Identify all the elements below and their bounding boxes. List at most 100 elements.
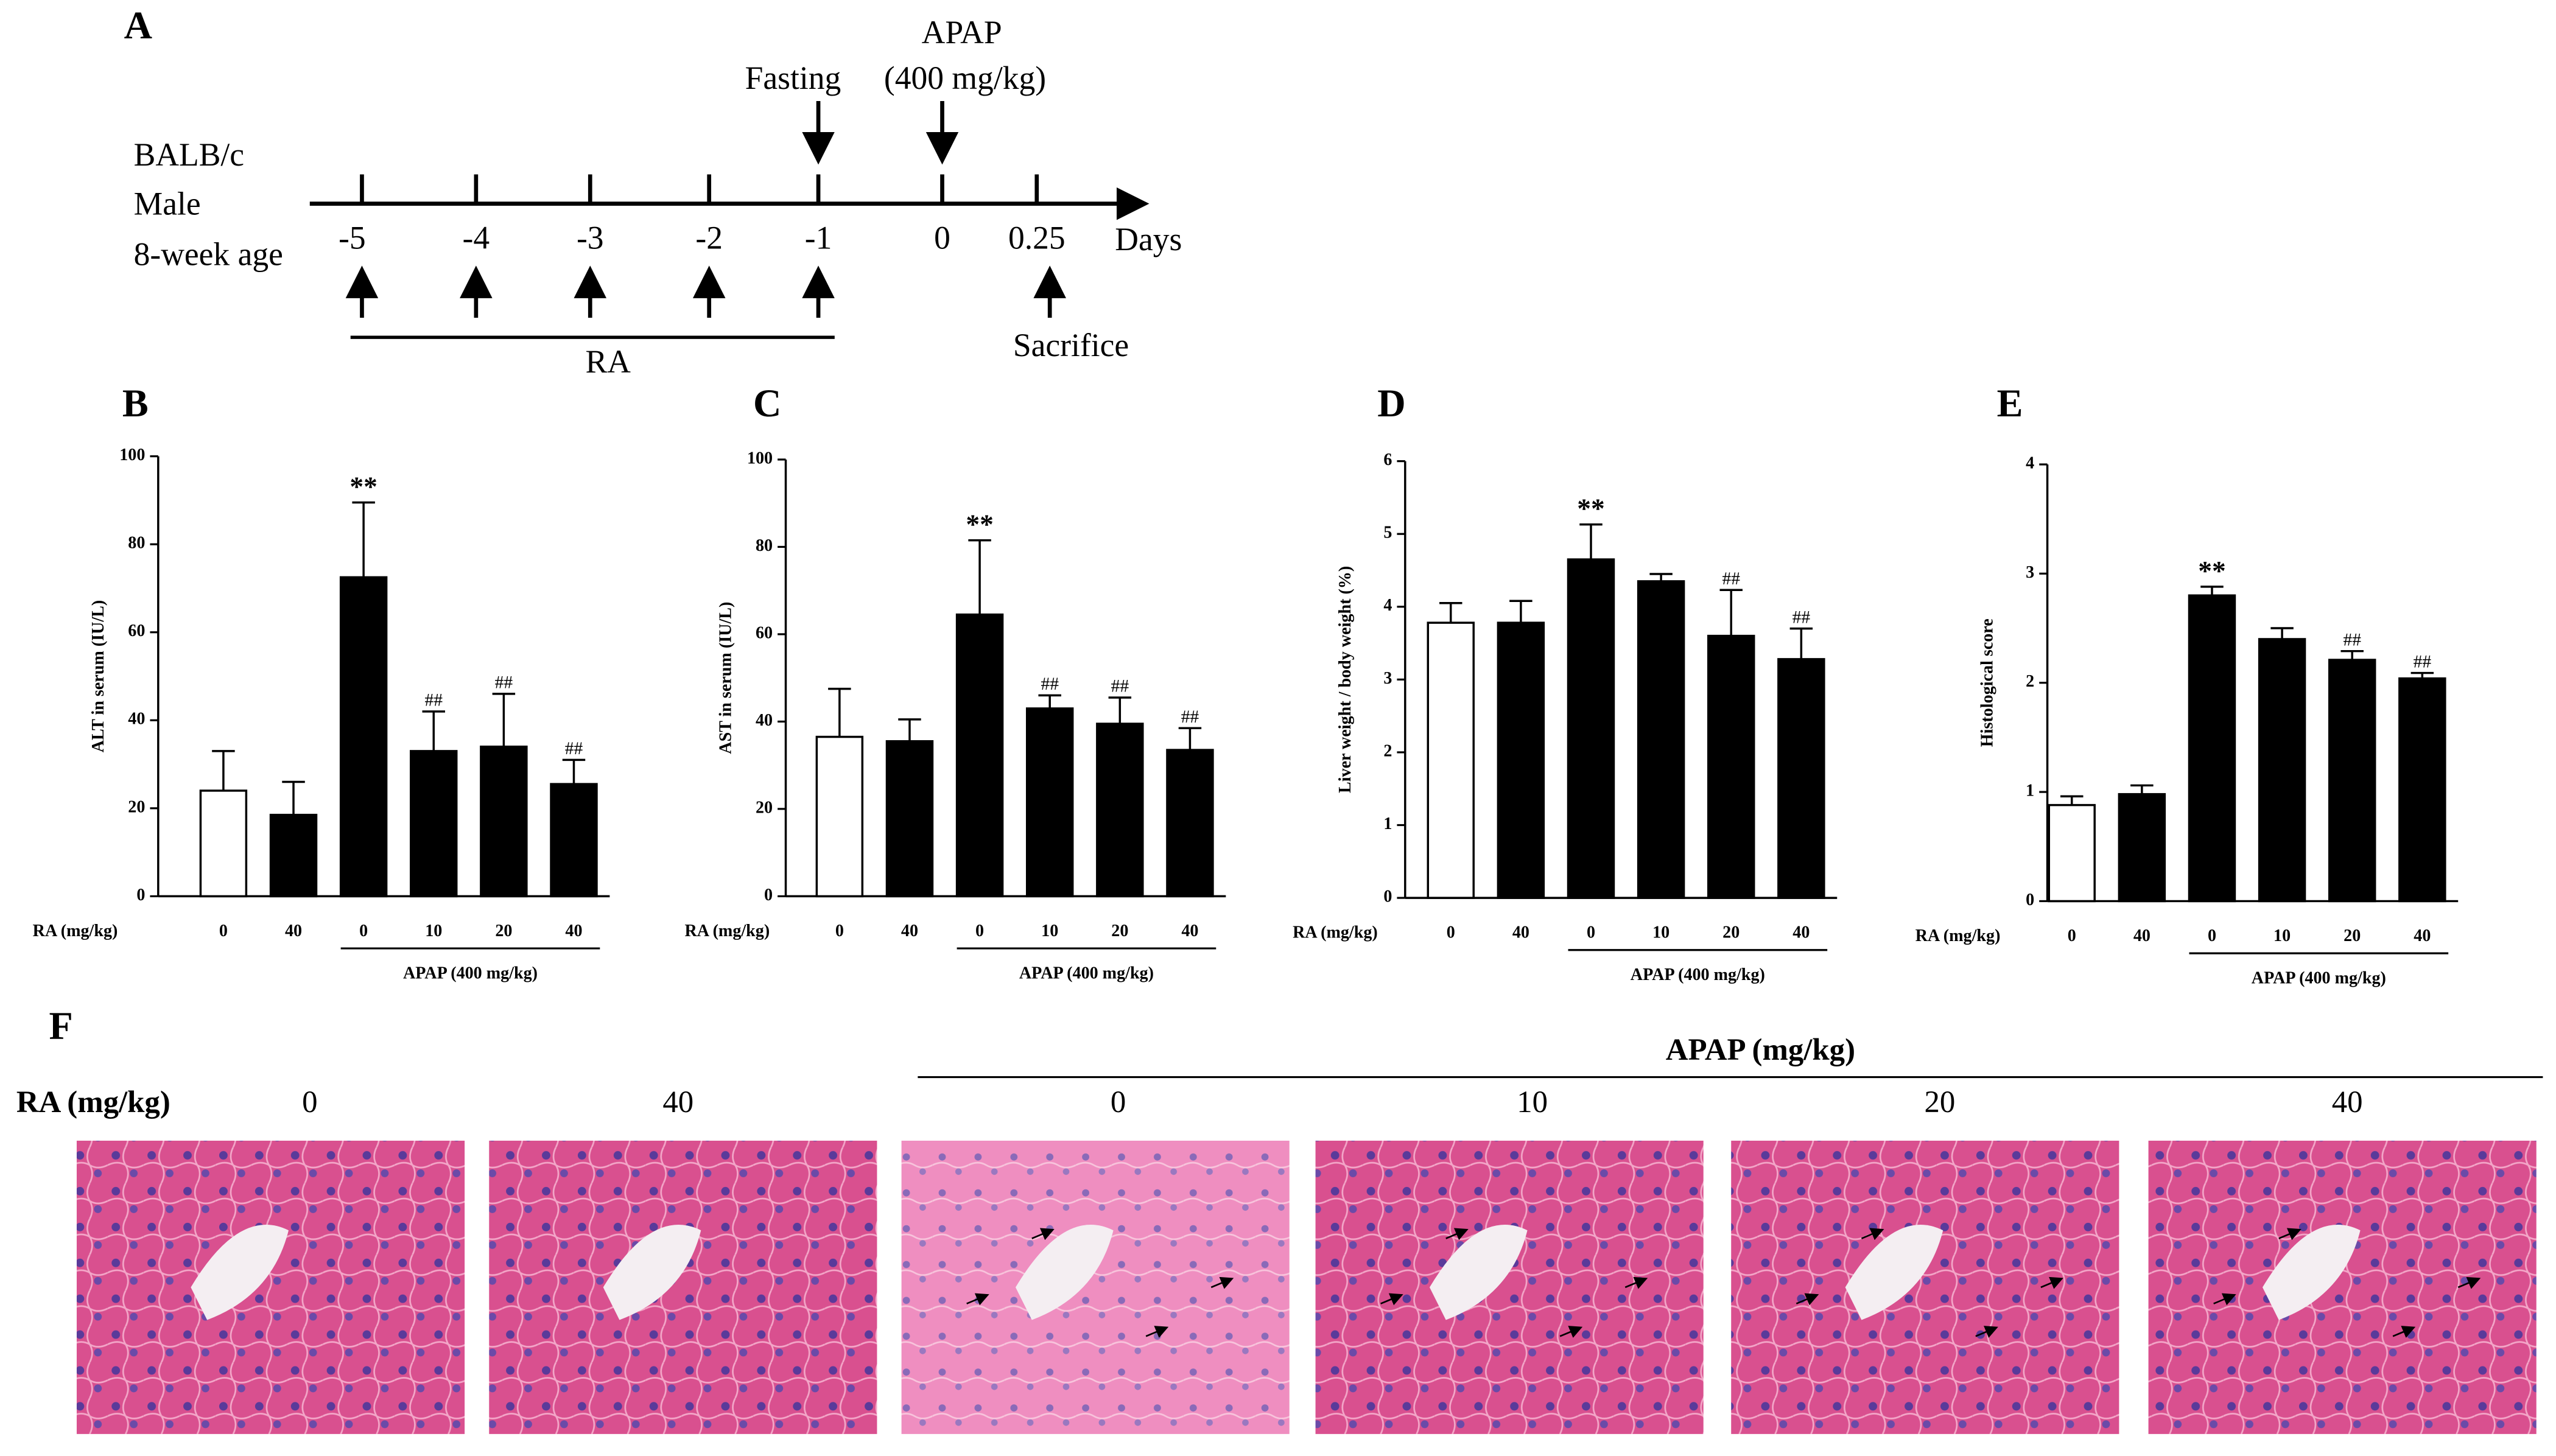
bar — [1777, 658, 1825, 899]
micrograph — [76, 1140, 465, 1434]
tick-label: -1 — [805, 219, 832, 256]
panel-label: B — [122, 382, 149, 425]
x-tick-label: 40 — [285, 922, 302, 940]
y-tick-label: 1 — [1383, 814, 1392, 833]
bar — [955, 613, 1004, 898]
bar — [2188, 594, 2236, 903]
micrograph — [489, 1140, 877, 1434]
x-tick-label: 40 — [1512, 923, 1529, 942]
arrow — [1210, 1276, 1234, 1289]
subject: 8-week age — [134, 236, 283, 272]
significance: ** — [966, 509, 993, 540]
subject: Male — [134, 185, 201, 222]
x-tick-label: 20 — [495, 922, 512, 940]
vessel — [2262, 1224, 2361, 1320]
tick-label: -3 — [577, 219, 604, 256]
significance: ## — [1722, 569, 1741, 589]
y-tick-label: 5 — [1383, 523, 1392, 542]
significance: ## — [2343, 630, 2361, 649]
x-tick-label: 0 — [2208, 926, 2216, 945]
significance: ## — [1041, 674, 1059, 694]
timeline: A BALB/c Male 8-week age Days Fasting AP… — [124, 4, 1182, 380]
y-tick-label: 40 — [128, 710, 145, 729]
bar — [199, 789, 248, 898]
arrow — [2392, 1326, 2416, 1338]
tick-label: 0.25 — [1008, 219, 1066, 256]
y-axis-label: Histological score — [1978, 618, 1997, 747]
arrow — [1145, 1326, 1169, 1338]
unit: Days — [1115, 221, 1182, 257]
x-tick-label: 10 — [425, 922, 442, 940]
bar — [2398, 677, 2446, 903]
y-axis-label: Liver weight / body weight (%) — [1336, 566, 1355, 793]
y-tick-label: 4 — [2026, 453, 2034, 472]
micrograph — [901, 1140, 1290, 1434]
panel-label: C — [753, 382, 781, 425]
bar — [339, 576, 388, 898]
bar — [815, 735, 864, 898]
y-tick-label: 80 — [128, 534, 145, 553]
significance: ## — [425, 691, 443, 710]
panel-label: F — [49, 1004, 72, 1048]
group-label: APAP (400 mg/kg) — [1631, 965, 1765, 984]
micrograph — [1731, 1140, 2119, 1434]
bar — [885, 740, 934, 898]
arrow — [1445, 1228, 1469, 1241]
bar — [2258, 638, 2306, 903]
y-tick-label: 3 — [1383, 669, 1392, 688]
significance: ## — [1181, 707, 1199, 727]
treatment-label: RA — [586, 343, 631, 380]
bar — [410, 750, 458, 898]
vessel — [1015, 1224, 1114, 1320]
bar — [1637, 580, 1685, 899]
arrow — [2278, 1228, 2301, 1241]
significance: ## — [1792, 607, 1811, 627]
end-label: Sacrifice — [1013, 327, 1129, 363]
arrow — [1796, 1293, 1819, 1306]
column-label: 20 — [1924, 1085, 1955, 1119]
significance: ## — [495, 673, 513, 693]
y-tick-label: 60 — [128, 621, 145, 640]
y-tick-label: 100 — [747, 449, 773, 467]
y-tick-label: 80 — [756, 536, 773, 555]
panel-label: E — [1997, 382, 2023, 425]
y-tick-label: 40 — [756, 711, 773, 730]
arrow — [1380, 1293, 1403, 1306]
micrograph — [2148, 1140, 2537, 1434]
arrow — [1031, 1228, 1055, 1241]
micrograph — [1315, 1140, 1704, 1434]
apap-label: APAP — [922, 14, 1002, 51]
group-label: APAP (mg/kg) — [1666, 1033, 1855, 1067]
x-tick-label: 20 — [1722, 923, 1740, 942]
significance: ** — [349, 471, 377, 502]
x-tick-label: 40 — [1181, 922, 1198, 940]
x-tick-label: 20 — [1111, 922, 1128, 940]
vessel — [603, 1224, 701, 1320]
tick-label: 0 — [934, 219, 950, 256]
significance: ## — [2414, 652, 2432, 671]
y-tick-label: 0 — [136, 886, 145, 905]
column-label: 10 — [1517, 1085, 1548, 1119]
group-label: APAP (400 mg/kg) — [403, 964, 538, 982]
y-tick-label: 20 — [128, 797, 145, 816]
y-tick-label: 4 — [1383, 596, 1392, 615]
x-axis-label: RA (mg/kg) — [1915, 926, 2001, 945]
x-tick-label: 10 — [1041, 922, 1058, 940]
y-tick-label: 6 — [1383, 450, 1392, 469]
x-axis-label: RA (mg/kg) — [1293, 923, 1378, 942]
significance: ## — [1111, 677, 1129, 696]
column-label: 40 — [2332, 1085, 2363, 1119]
panel-label: A — [124, 4, 152, 47]
bar — [1166, 749, 1214, 898]
bar — [2328, 659, 2376, 903]
subject: BALB/c — [134, 136, 244, 173]
bar — [1567, 558, 1615, 899]
arrow — [966, 1293, 989, 1306]
tick-label: -4 — [463, 219, 490, 256]
vessel — [191, 1224, 289, 1320]
bar-chart: E 0 1 2 3 4 Histological score RA (mg/kg) APAP (… — [1915, 382, 2459, 987]
column-label: 40 — [662, 1085, 693, 1119]
y-tick-label: 60 — [756, 623, 773, 642]
